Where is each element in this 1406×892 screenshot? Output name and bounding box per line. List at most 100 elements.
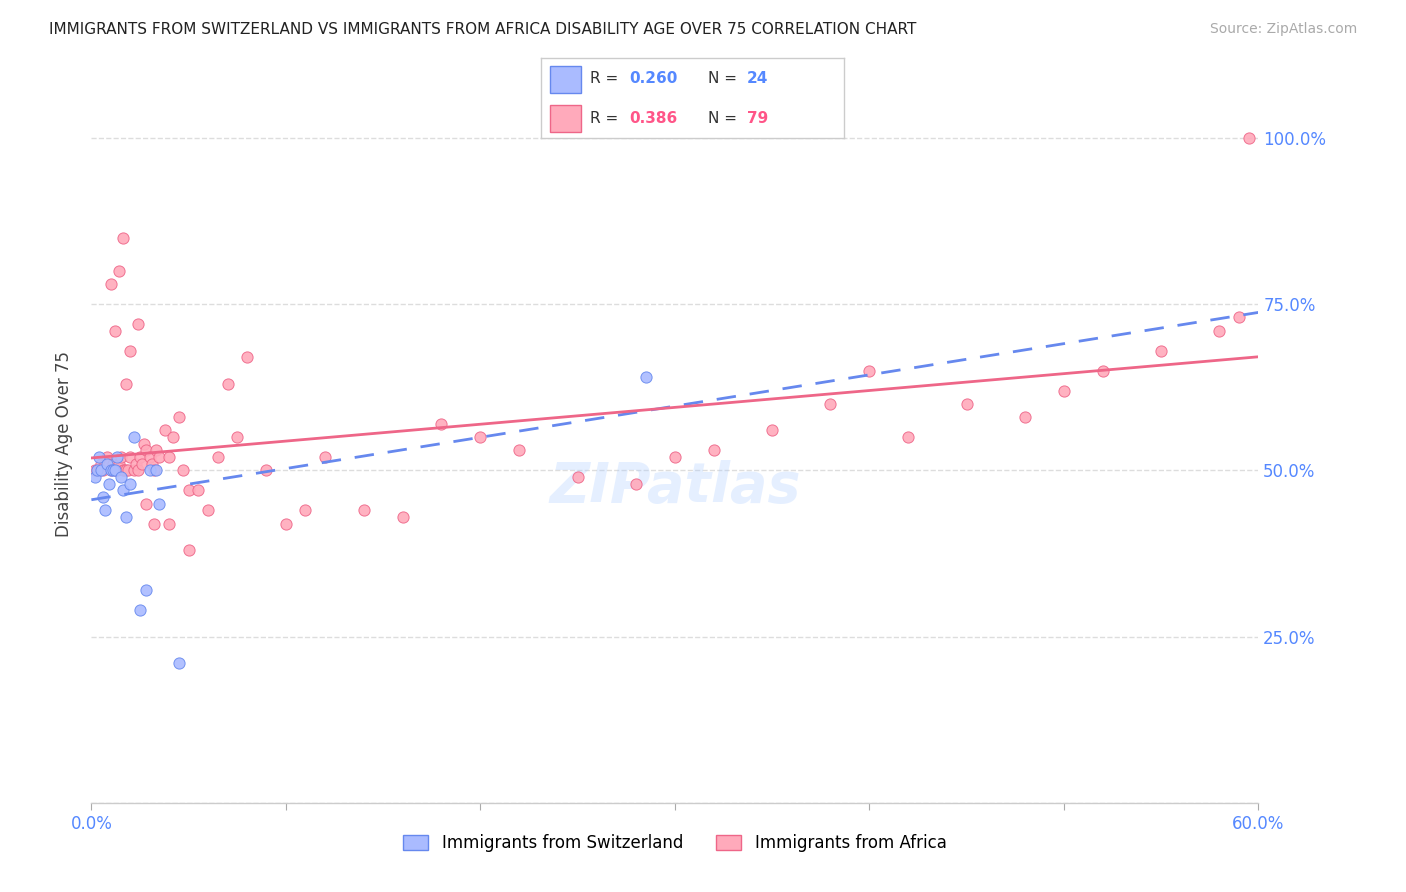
Point: [120, 450, 142, 464]
Point: [89, 463, 111, 477]
Point: [1227, 310, 1250, 325]
Point: [236, 351, 259, 365]
Point: [101, 463, 124, 477]
Point: [111, 483, 134, 498]
Point: [956, 397, 979, 411]
Point: [107, 264, 129, 278]
Point: [142, 516, 165, 531]
Point: [90, 457, 112, 471]
Point: [138, 450, 162, 464]
Point: [624, 476, 647, 491]
Point: [96, 457, 118, 471]
Point: [353, 503, 375, 517]
Point: [314, 450, 336, 464]
Point: [94, 503, 117, 517]
Point: [1208, 324, 1230, 338]
Point: [100, 463, 122, 477]
Text: 24: 24: [747, 71, 768, 87]
Point: [100, 277, 122, 292]
Point: [90, 463, 112, 477]
Point: [120, 476, 142, 491]
Point: [1237, 131, 1260, 145]
Text: N =: N =: [707, 111, 741, 126]
Point: [508, 443, 530, 458]
Point: [125, 457, 148, 471]
Point: [122, 430, 145, 444]
Point: [217, 376, 239, 391]
Point: [157, 516, 180, 531]
Point: [86, 463, 108, 477]
Point: [470, 430, 492, 444]
Point: [104, 324, 127, 338]
Point: [114, 463, 136, 477]
Point: [226, 430, 249, 444]
Point: [1053, 384, 1076, 398]
Point: [127, 317, 149, 331]
Text: 0.386: 0.386: [628, 111, 678, 126]
Point: [97, 457, 120, 471]
Point: [127, 463, 149, 477]
Point: [115, 463, 138, 477]
Text: R =: R =: [589, 111, 623, 126]
Point: [104, 463, 127, 477]
Point: [110, 450, 132, 464]
Point: [567, 470, 589, 484]
Point: [148, 450, 170, 464]
Point: [101, 457, 124, 471]
Point: [167, 410, 190, 425]
Point: [86, 463, 108, 477]
Point: [129, 603, 152, 617]
Y-axis label: Disability Age Over 75: Disability Age Over 75: [55, 351, 73, 537]
Text: 0.260: 0.260: [628, 71, 678, 87]
Text: ZIPatlas: ZIPatlas: [550, 460, 800, 514]
Point: [129, 450, 152, 464]
Point: [664, 450, 686, 464]
Point: [84, 470, 107, 484]
Text: 79: 79: [747, 111, 768, 126]
Point: [761, 424, 783, 438]
Point: [391, 509, 413, 524]
FancyBboxPatch shape: [550, 105, 581, 132]
Point: [294, 503, 316, 517]
Point: [135, 582, 157, 597]
Point: [274, 516, 297, 531]
Point: [135, 443, 157, 458]
Point: [142, 463, 165, 477]
FancyBboxPatch shape: [550, 66, 581, 93]
Text: R =: R =: [589, 71, 623, 87]
Point: [1150, 343, 1173, 358]
Point: [115, 509, 138, 524]
Point: [107, 457, 129, 471]
Point: [84, 463, 107, 477]
Point: [430, 417, 453, 431]
Point: [703, 443, 725, 458]
Point: [115, 376, 138, 391]
Point: [172, 463, 194, 477]
Point: [177, 543, 200, 558]
Point: [96, 450, 118, 464]
Point: [132, 437, 155, 451]
Point: [1091, 364, 1114, 378]
Point: [820, 397, 842, 411]
Point: [94, 457, 117, 471]
Point: [145, 463, 167, 477]
Point: [1014, 410, 1036, 425]
Point: [91, 490, 114, 504]
Point: [111, 463, 134, 477]
Point: [177, 483, 200, 498]
Point: [89, 450, 111, 464]
Point: [100, 463, 122, 477]
Point: [634, 370, 657, 384]
Point: [162, 430, 184, 444]
Point: [135, 497, 157, 511]
Point: [110, 470, 132, 484]
Point: [148, 497, 170, 511]
Point: [117, 463, 139, 477]
Point: [256, 463, 278, 477]
Point: [138, 463, 162, 477]
Point: [104, 463, 127, 477]
Point: [897, 430, 920, 444]
Point: [157, 450, 180, 464]
Text: Source: ZipAtlas.com: Source: ZipAtlas.com: [1209, 22, 1357, 37]
Point: [167, 656, 190, 670]
